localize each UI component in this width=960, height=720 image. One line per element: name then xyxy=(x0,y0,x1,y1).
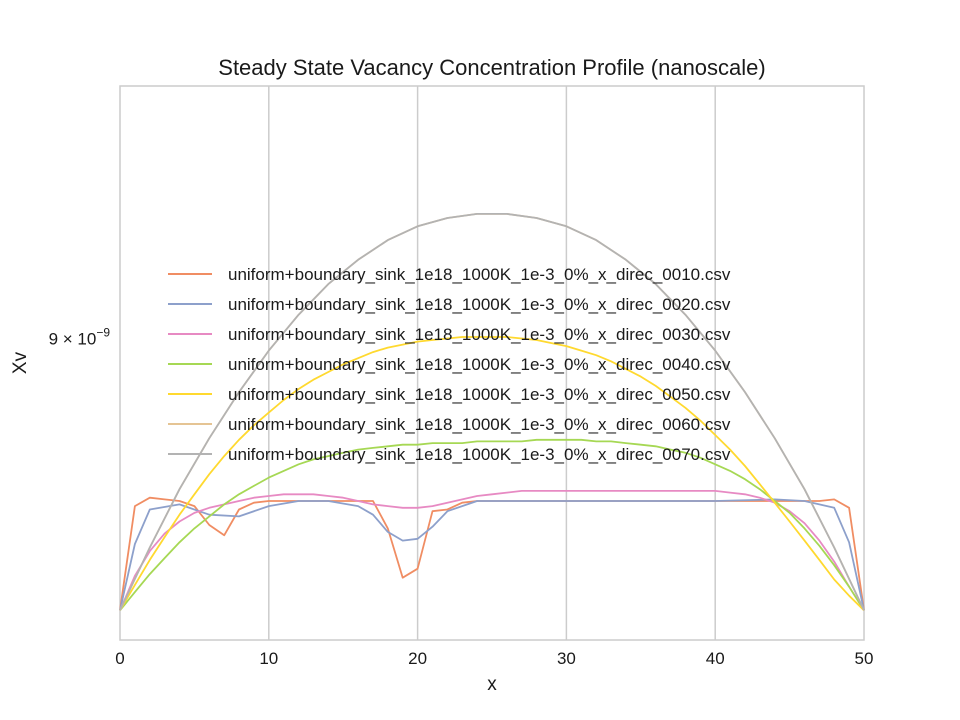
plot-frame xyxy=(119,85,865,641)
legend-label: uniform+boundary_sink_1e18_1000K_1e-3_0%… xyxy=(228,445,731,464)
series-line-7 xyxy=(119,212,865,611)
legend-label: uniform+boundary_sink_1e18_1000K_1e-3_0%… xyxy=(228,265,731,284)
x-tick-label: 0 xyxy=(115,649,124,668)
series-line-1 xyxy=(119,496,865,611)
x-tick-labels: 0 10 20 30 40 50 xyxy=(115,649,873,668)
x-tick-label: 20 xyxy=(408,649,427,668)
series-line-4 xyxy=(119,438,865,611)
x-axis-label: x xyxy=(487,674,497,695)
y-axis-label: Xv xyxy=(10,351,31,374)
grid-lines xyxy=(268,86,716,640)
legend-label: uniform+boundary_sink_1e18_1000K_1e-3_0%… xyxy=(228,355,731,374)
x-tick-label: 30 xyxy=(557,649,576,668)
legend-label: uniform+boundary_sink_1e18_1000K_1e-3_0%… xyxy=(228,325,731,344)
y-tick-label: 9 × 10−9 xyxy=(49,326,111,349)
x-tick-label: 10 xyxy=(259,649,278,668)
x-tick-label: 40 xyxy=(706,649,725,668)
legend-label: uniform+boundary_sink_1e18_1000K_1e-3_0%… xyxy=(228,295,731,314)
x-tick-label: 50 xyxy=(855,649,874,668)
chart-title: Steady State Vacancy Concentration Profi… xyxy=(218,55,765,80)
legend-label: uniform+boundary_sink_1e18_1000K_1e-3_0%… xyxy=(228,385,731,404)
series-lines xyxy=(119,212,865,611)
series-line-3 xyxy=(119,489,865,611)
series-line-2 xyxy=(119,498,865,611)
series-line-5 xyxy=(119,336,865,611)
y-tick-labels: 9 × 10−9 xyxy=(49,326,111,349)
legend: uniform+boundary_sink_1e18_1000K_1e-3_0%… xyxy=(168,265,731,464)
legend-label: uniform+boundary_sink_1e18_1000K_1e-3_0%… xyxy=(228,415,731,434)
